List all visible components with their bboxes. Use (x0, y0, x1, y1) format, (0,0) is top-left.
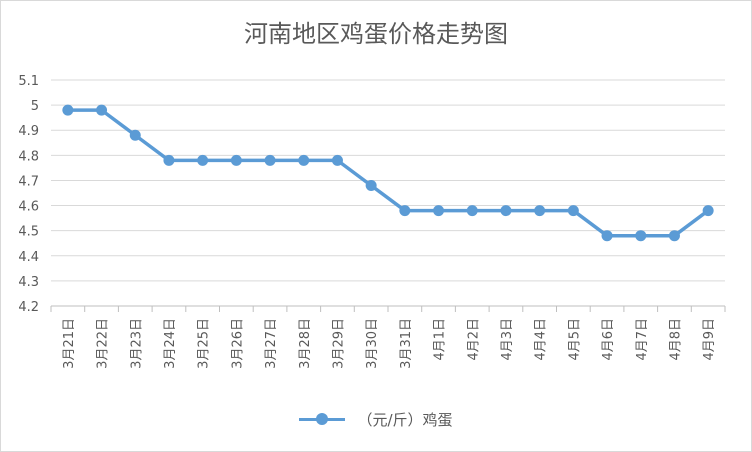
data-point (197, 154, 209, 166)
series-egg-price (62, 104, 714, 242)
legend: （元/斤）鸡蛋 (0, 409, 752, 430)
x-tick-label: 3月31日 (399, 318, 414, 369)
data-point (62, 104, 74, 116)
data-point (635, 230, 647, 242)
legend-label: （元/斤）鸡蛋 (357, 411, 453, 429)
y-tick-label: 5.1 (18, 74, 39, 89)
y-tick-label: 4.3 (18, 275, 39, 290)
data-point (702, 205, 714, 217)
data-point (466, 205, 478, 217)
y-tick-label: 4.4 (18, 250, 39, 265)
data-point (399, 205, 411, 217)
legend-marker (299, 413, 346, 425)
x-tick-label: 4月9日 (702, 318, 717, 361)
x-tick-label: 4月5日 (567, 318, 582, 361)
y-axis-ticks: 4.2 4.3 4.4 4.5 4.6 4.7 4.8 4.9 5 5.1 (18, 74, 39, 315)
x-tick-label: 4月7日 (635, 318, 650, 361)
x-tick-label: 4月2日 (466, 318, 481, 361)
x-axis (50, 305, 726, 312)
data-point (331, 154, 343, 166)
data-point (668, 230, 680, 242)
y-tick-label: 5 (31, 99, 39, 114)
x-tick-label: 3月24日 (163, 318, 178, 369)
x-tick-label: 3月23日 (129, 318, 144, 369)
x-tick-label: 3月27日 (264, 318, 279, 369)
x-tick-label: 3月29日 (331, 318, 346, 369)
x-tick-label: 4月8日 (668, 318, 683, 361)
x-axis-ticks: 3月21日 3月22日 3月23日 3月24日 3月25日 3月26日 3月27日 3月28日… (62, 318, 717, 369)
data-point (96, 104, 108, 116)
x-tick-label: 3月28日 (298, 318, 313, 369)
data-point (264, 154, 276, 166)
data-point (433, 205, 445, 217)
data-point (365, 179, 377, 191)
x-tick-label: 3月22日 (96, 318, 111, 369)
x-tick-label: 4月1日 (433, 318, 448, 361)
series-line (67, 108, 710, 238)
data-point (567, 205, 579, 217)
data-point (534, 205, 546, 217)
data-point (129, 129, 141, 141)
data-point (230, 154, 242, 166)
y-tick-label: 4.8 (18, 149, 39, 164)
y-tick-label: 4.6 (18, 200, 39, 215)
y-tick-label: 4.2 (18, 300, 39, 315)
x-tick-label: 3月25日 (197, 318, 212, 369)
x-tick-label: 4月4日 (534, 318, 549, 361)
y-tick-label: 4.9 (18, 124, 39, 139)
data-point (601, 230, 613, 242)
data-point (298, 154, 310, 166)
y-tick-label: 4.5 (18, 225, 39, 240)
x-tick-label: 3月30日 (365, 318, 380, 369)
chart-title: 河南地区鸡蛋价格走势图 (244, 20, 508, 48)
x-tick-label: 3月21日 (62, 318, 77, 369)
x-tick-label: 4月3日 (500, 318, 515, 361)
y-tick-label: 4.7 (18, 174, 39, 189)
data-point (500, 205, 512, 217)
x-tick-label: 3月26日 (230, 318, 245, 369)
x-tick-label: 4月6日 (601, 318, 616, 361)
gridlines (51, 79, 725, 307)
data-point (163, 154, 175, 166)
